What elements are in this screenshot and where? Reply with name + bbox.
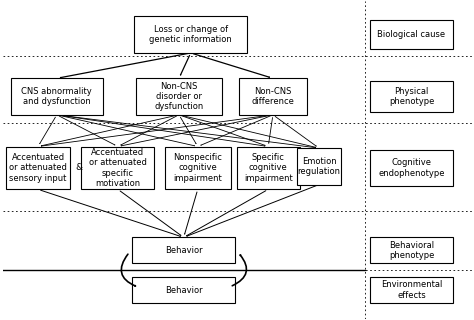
Text: Non-CNS
difference: Non-CNS difference [252,87,294,106]
FancyBboxPatch shape [237,147,300,189]
Text: Loss or change of
genetic information: Loss or change of genetic information [149,25,232,44]
FancyBboxPatch shape [132,277,236,303]
FancyBboxPatch shape [11,78,102,115]
Text: Emotion
regulation: Emotion regulation [298,157,340,176]
FancyBboxPatch shape [297,148,341,185]
Text: CNS abnormality
and dysfunction: CNS abnormality and dysfunction [21,87,92,106]
FancyBboxPatch shape [370,277,453,303]
FancyBboxPatch shape [136,78,222,115]
Text: Environmental
effects: Environmental effects [381,280,442,300]
FancyBboxPatch shape [6,147,70,189]
FancyBboxPatch shape [165,147,231,189]
Text: Accentuated
or attenuated
specific
motivation: Accentuated or attenuated specific motiv… [89,148,147,188]
FancyBboxPatch shape [82,147,155,189]
FancyBboxPatch shape [370,20,453,49]
Text: Nonspecific
cognitive
impairment: Nonspecific cognitive impairment [173,153,222,183]
FancyBboxPatch shape [370,150,453,186]
Text: Biological cause: Biological cause [377,30,446,39]
Text: Cognitive
endophenotype: Cognitive endophenotype [378,158,445,178]
Text: Specific
cognitive
impairment: Specific cognitive impairment [244,153,292,183]
Text: Accentuated
or attenuated
sensory input: Accentuated or attenuated sensory input [9,153,67,183]
Text: Behavior: Behavior [165,285,202,295]
FancyBboxPatch shape [239,78,307,115]
Text: Physical
phenotype: Physical phenotype [389,87,434,106]
Text: Behavior: Behavior [165,246,202,255]
FancyBboxPatch shape [370,237,453,263]
FancyBboxPatch shape [370,82,453,112]
Text: &: & [76,164,83,172]
FancyBboxPatch shape [132,237,236,263]
FancyBboxPatch shape [134,16,247,53]
Text: Behavioral
phenotype: Behavioral phenotype [389,241,434,260]
Text: Non-CNS
disorder or
dysfunction: Non-CNS disorder or dysfunction [155,82,204,111]
